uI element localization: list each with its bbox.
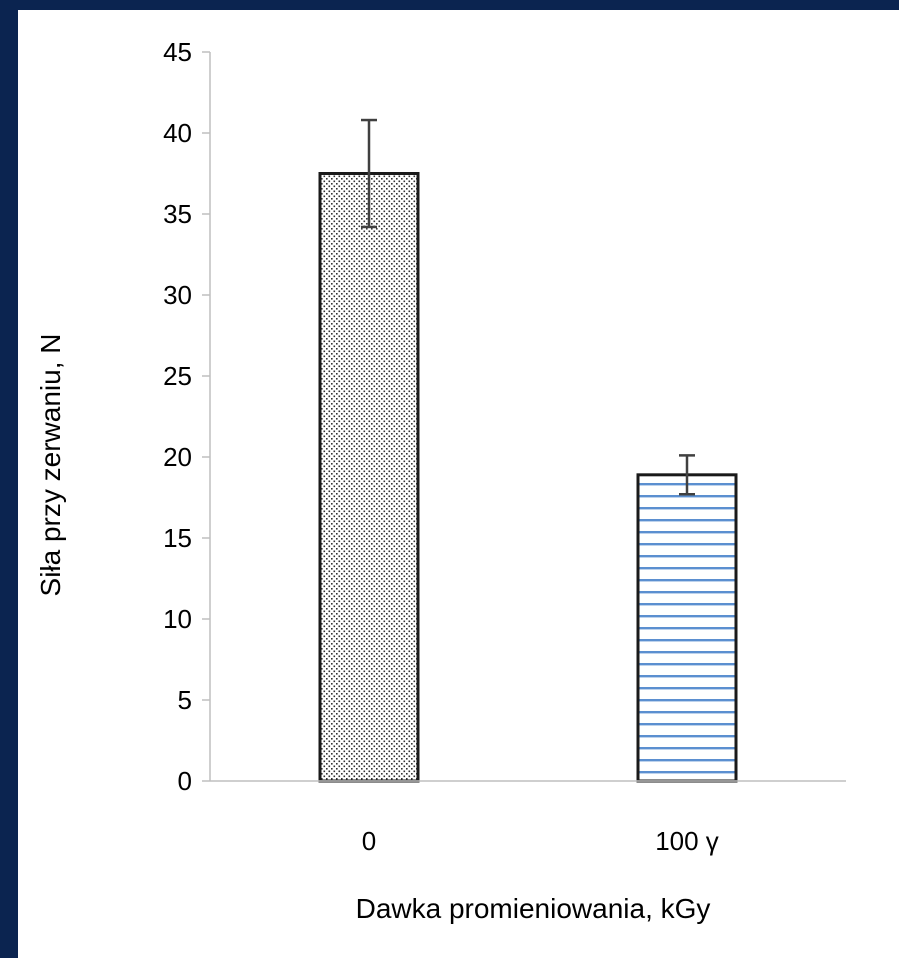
chart-panel: 0 5 10 15 20 25 30 35 40 45 0 100 γ Siła przy zerw… [18,10,899,958]
x-tick-label: 100 γ [655,826,719,856]
y-tick-label: 15 [163,523,192,553]
y-tick-label: 0 [178,766,192,796]
x-tick-labels: 0 100 γ [362,826,719,856]
bar-chart: 0 5 10 15 20 25 30 35 40 45 0 100 γ Siła przy zerw… [35,37,846,924]
y-axis-title: Siła przy zerwaniu, N [35,334,66,597]
y-tick-label: 35 [163,199,192,229]
y-tick-label: 45 [163,37,192,67]
y-axis: 0 5 10 15 20 25 30 35 40 45 [163,37,211,796]
error-bar-1 [679,454,695,496]
bars [318,118,738,783]
x-axis-title: Dawka promieniowania, kGy [356,893,711,924]
y-tick-label: 20 [163,442,192,472]
bar-0 [318,172,420,783]
y-tick-label: 30 [163,280,192,310]
y-tick-label: 10 [163,604,192,634]
error-bar-0 [361,118,377,229]
bar-1 [636,473,738,783]
y-tick-label: 5 [178,685,192,715]
x-tick-label: 0 [362,826,376,856]
y-tick-label: 25 [163,361,192,391]
y-tick-label: 40 [163,118,192,148]
